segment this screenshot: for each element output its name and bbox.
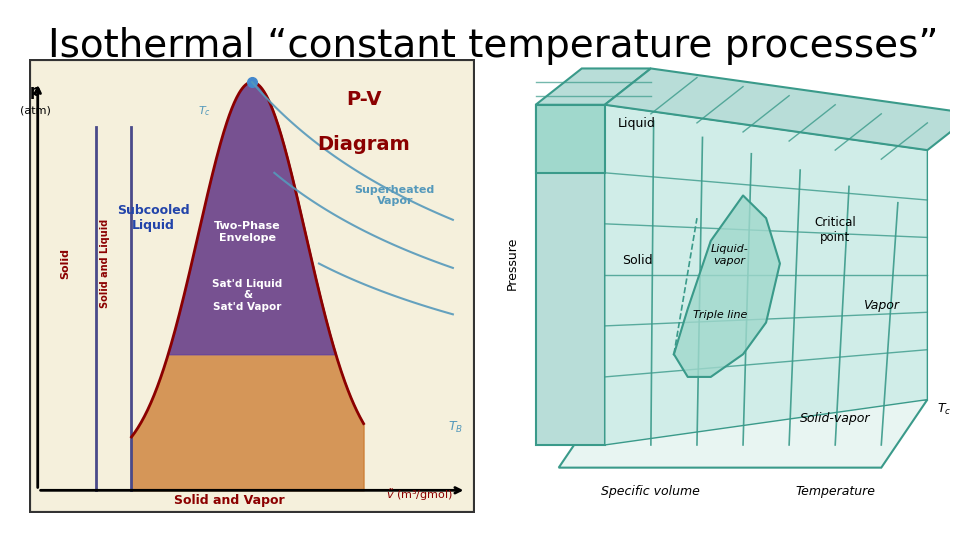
Text: Critical
point: Critical point bbox=[814, 216, 856, 244]
Polygon shape bbox=[674, 195, 780, 377]
Text: $T_c$: $T_c$ bbox=[937, 402, 951, 417]
Text: Liquid: Liquid bbox=[618, 117, 656, 131]
Text: 2.: 2. bbox=[684, 100, 701, 118]
Text: Solid and Vapor: Solid and Vapor bbox=[175, 494, 285, 507]
Text: Subcooled
Liquid: Subcooled Liquid bbox=[117, 204, 190, 232]
Text: 2.: 2. bbox=[206, 118, 224, 136]
Text: Pressure: Pressure bbox=[506, 237, 519, 290]
Text: 3.: 3. bbox=[271, 97, 288, 114]
Polygon shape bbox=[536, 69, 651, 105]
Text: $\tilde{v}$ (m³/gmol): $\tilde{v}$ (m³/gmol) bbox=[386, 488, 453, 503]
Text: Diagram: Diagram bbox=[317, 135, 410, 154]
Text: Superheated
Vapor: Superheated Vapor bbox=[355, 185, 435, 206]
Text: 1.: 1. bbox=[610, 100, 627, 118]
Text: Solid and Liquid: Solid and Liquid bbox=[100, 219, 110, 308]
Text: p: p bbox=[30, 84, 41, 99]
Polygon shape bbox=[605, 69, 960, 150]
FancyBboxPatch shape bbox=[29, 59, 475, 513]
Text: Vapor: Vapor bbox=[863, 299, 900, 312]
Text: Liquid-
vapor: Liquid- vapor bbox=[710, 244, 748, 266]
Text: Solid: Solid bbox=[60, 248, 70, 279]
Text: Temperature: Temperature bbox=[795, 485, 876, 498]
Polygon shape bbox=[605, 105, 927, 445]
Text: $T_c$: $T_c$ bbox=[199, 104, 211, 118]
Text: 3.: 3. bbox=[739, 117, 756, 134]
Text: Triple line: Triple line bbox=[693, 310, 747, 320]
Polygon shape bbox=[536, 105, 605, 445]
Text: $T_B$: $T_B$ bbox=[448, 420, 464, 435]
Text: Two-Phase
Envelope: Two-Phase Envelope bbox=[214, 221, 281, 242]
Text: (atm): (atm) bbox=[20, 106, 51, 116]
Text: Solid-vapor: Solid-vapor bbox=[800, 412, 871, 426]
Text: P-V: P-V bbox=[346, 90, 381, 109]
Polygon shape bbox=[536, 105, 605, 173]
Text: Specific volume: Specific volume bbox=[602, 485, 700, 498]
Polygon shape bbox=[559, 400, 927, 468]
Text: Sat'd Liquid
&
Sat'd Vapor: Sat'd Liquid & Sat'd Vapor bbox=[212, 279, 282, 312]
Text: 1.: 1. bbox=[142, 129, 159, 147]
Text: Solid: Solid bbox=[622, 253, 653, 267]
Text: Isothermal “constant temperature processes”: Isothermal “constant temperature process… bbox=[48, 27, 939, 65]
